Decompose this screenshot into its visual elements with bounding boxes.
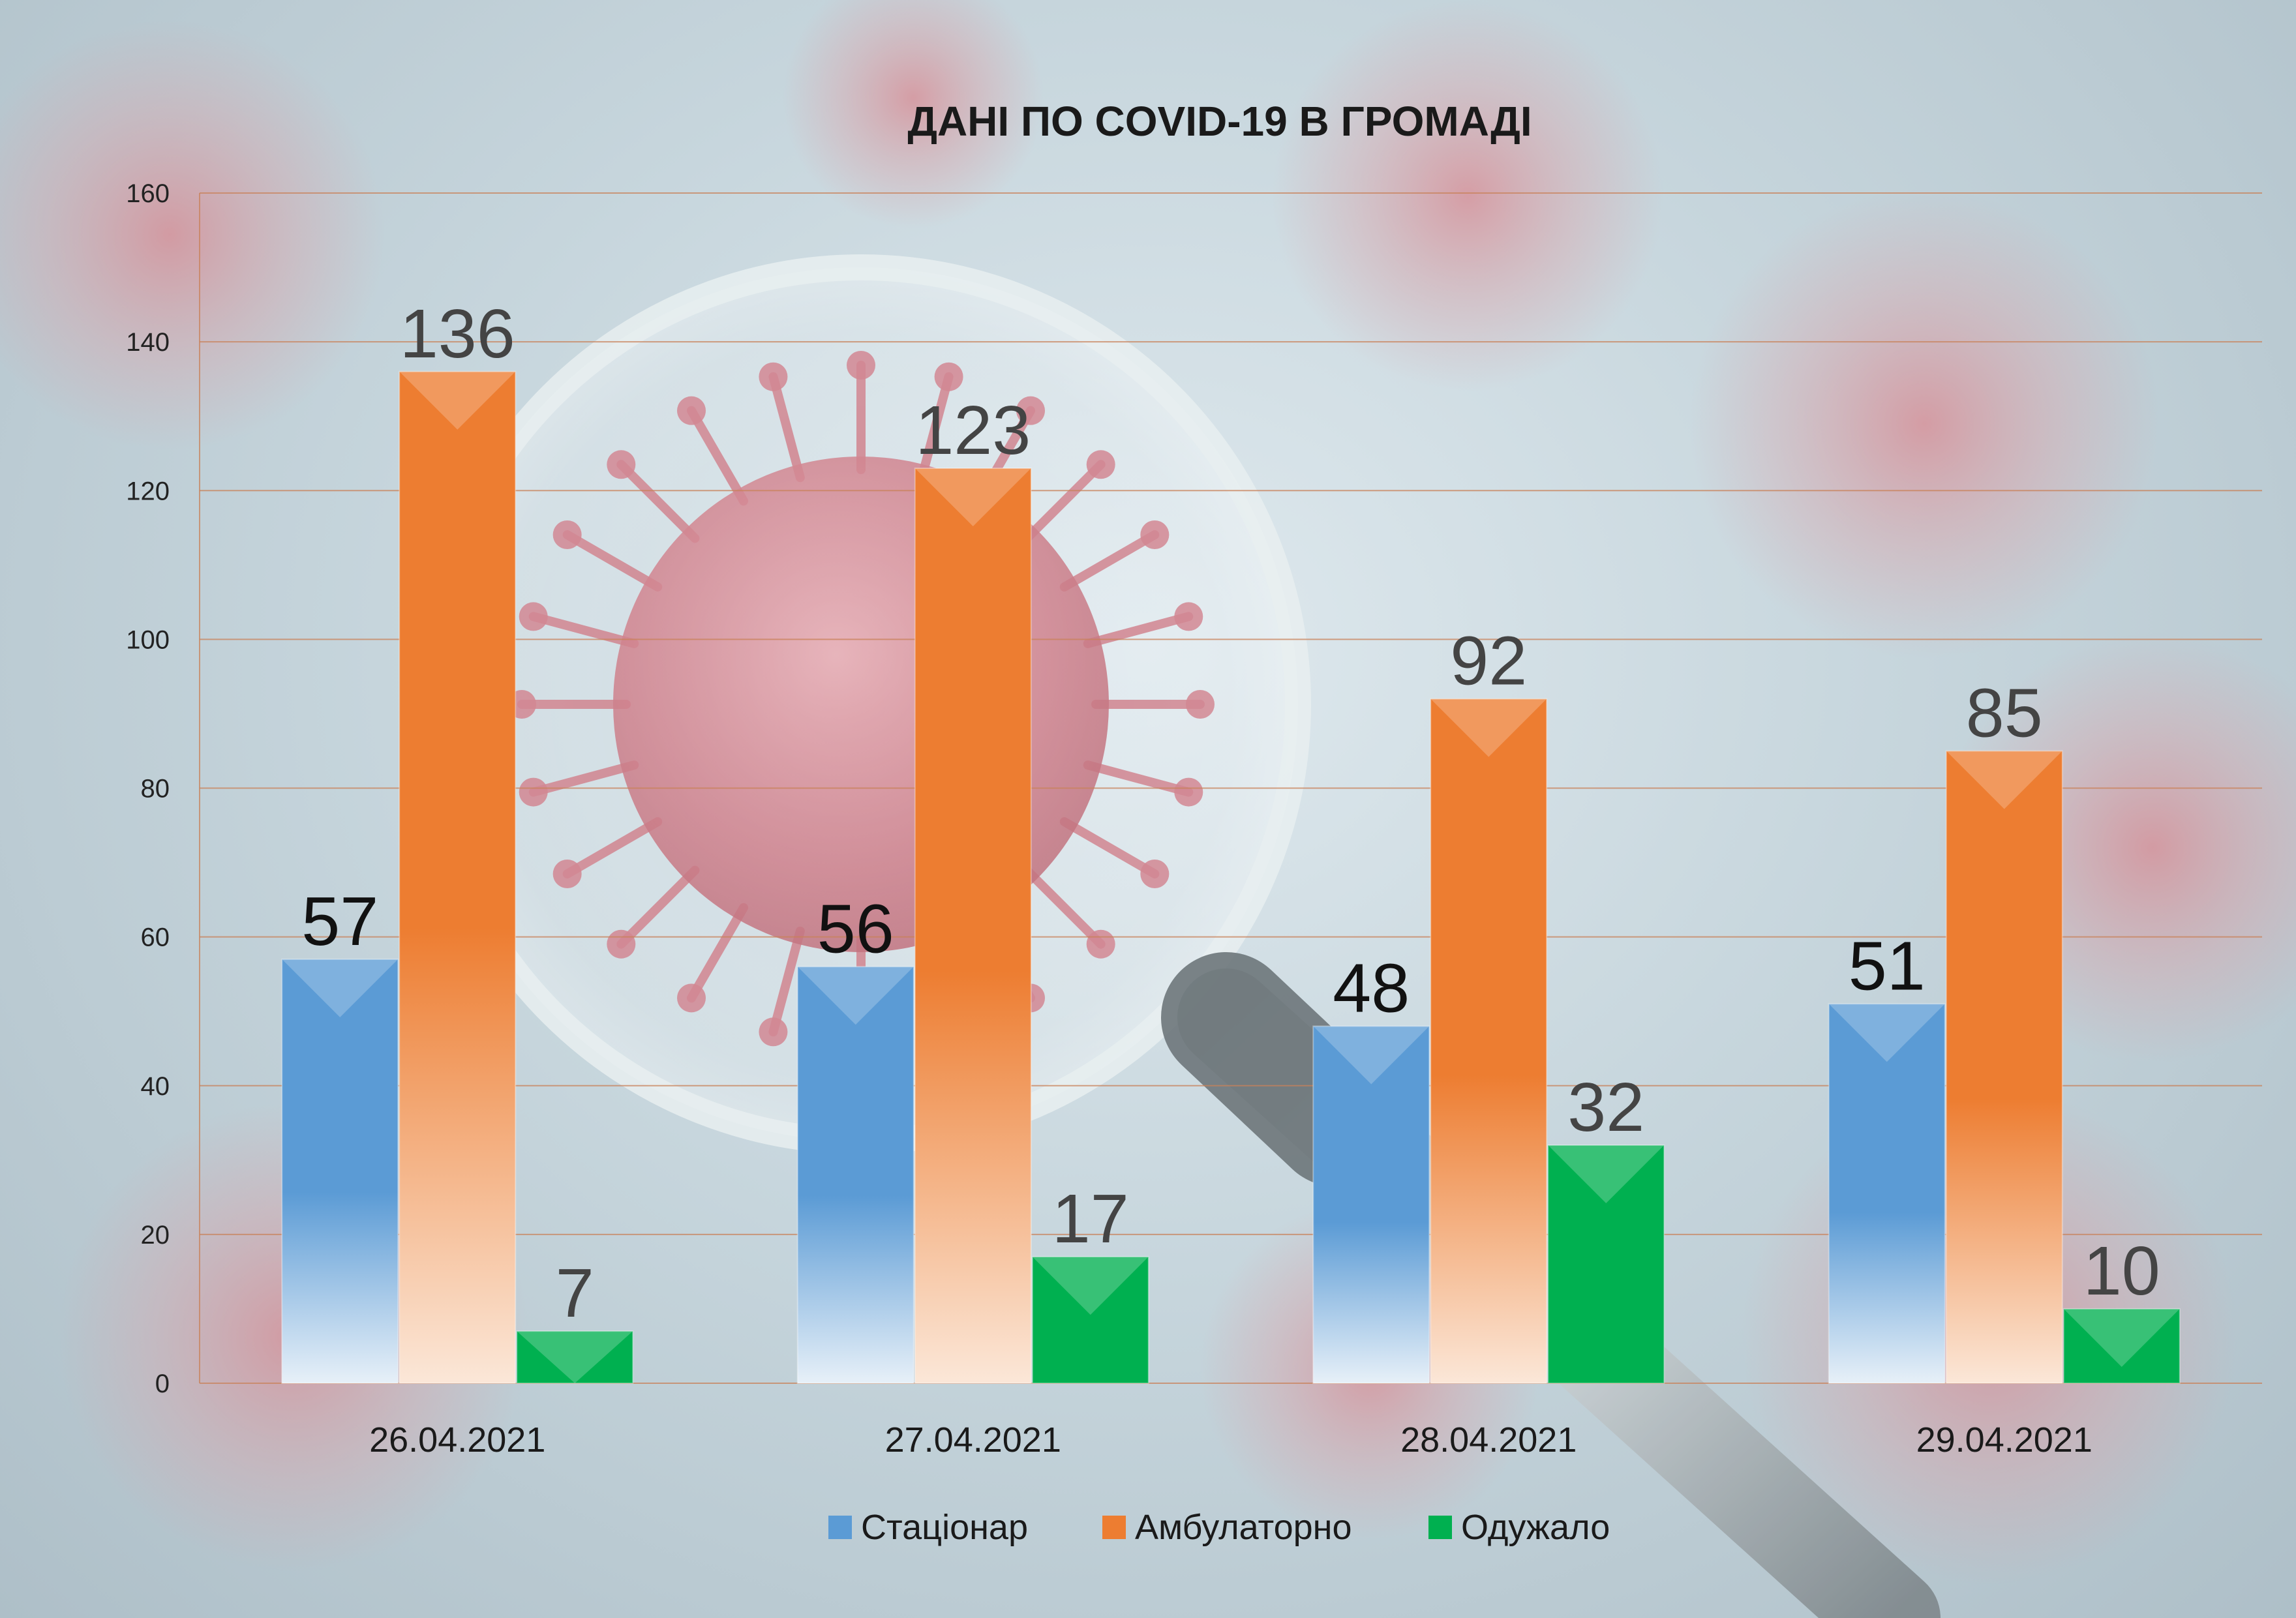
bar bbox=[281, 958, 399, 1384]
bar bbox=[1945, 750, 2063, 1384]
data-label: 48 bbox=[1333, 950, 1410, 1027]
bar-bevel bbox=[1032, 1257, 1149, 1315]
data-label: 85 bbox=[1966, 674, 2043, 751]
data-label: 10 bbox=[2083, 1233, 2160, 1310]
x-axis-categories: 26.04.2021 27.04.2021 28.04.2021 29.04.2021 bbox=[369, 1420, 2092, 1460]
x-tick-label: 27.04.2021 bbox=[885, 1420, 1061, 1460]
chart-title: ДАНІ ПО COVID-19 В ГРОМАДІ bbox=[907, 98, 1532, 145]
bar bbox=[2062, 1308, 2181, 1384]
x-tick-label: 29.04.2021 bbox=[1916, 1420, 2092, 1460]
bar-bevel bbox=[1946, 751, 2062, 809]
data-label: 51 bbox=[1849, 927, 1926, 1004]
bar-bevel bbox=[1430, 698, 1547, 757]
y-tick-label: 60 bbox=[141, 923, 170, 952]
bar-bevel bbox=[2063, 1308, 2180, 1367]
y-tick-label: 20 bbox=[141, 1221, 170, 1250]
bar bbox=[399, 370, 517, 1384]
bar bbox=[796, 966, 914, 1384]
bar-bevel bbox=[914, 468, 1031, 527]
bars bbox=[281, 370, 2181, 1384]
data-labels: 57 136 7 56 123 17 48 92 32 51 85 10 bbox=[301, 295, 2160, 1332]
bar-bevel bbox=[797, 966, 914, 1025]
legend-swatch bbox=[1428, 1516, 1452, 1539]
x-tick-label: 26.04.2021 bbox=[369, 1420, 545, 1460]
y-tick-label: 40 bbox=[141, 1072, 170, 1101]
y-tick-label: 100 bbox=[126, 625, 170, 654]
legend-label: Стаціонар bbox=[861, 1508, 1028, 1547]
legend-label: Одужало bbox=[1461, 1508, 1610, 1547]
data-label: 136 bbox=[400, 295, 515, 372]
data-label: 57 bbox=[301, 883, 378, 960]
x-tick-label: 28.04.2021 bbox=[1400, 1420, 1577, 1460]
bar bbox=[1312, 1025, 1430, 1384]
bar-bevel bbox=[1828, 1004, 1945, 1062]
legend-swatch bbox=[1102, 1516, 1126, 1539]
bar-bevel bbox=[517, 1331, 633, 1383]
data-label: 92 bbox=[1450, 623, 1527, 700]
legend: Стаціонар Амбулаторно Одужало bbox=[828, 1508, 1610, 1547]
y-axis-ticks: 0 20 40 60 80 100 120 140 160 bbox=[126, 179, 170, 1398]
y-tick-label: 80 bbox=[141, 775, 170, 803]
bar-bevel bbox=[1548, 1145, 1665, 1203]
data-label: 17 bbox=[1052, 1180, 1129, 1257]
data-label: 56 bbox=[817, 890, 894, 967]
bar bbox=[1547, 1145, 1665, 1384]
y-tick-label: 120 bbox=[126, 477, 170, 505]
bar bbox=[914, 468, 1032, 1384]
data-label: 123 bbox=[915, 392, 1031, 469]
bar-bevel bbox=[1313, 1026, 1430, 1085]
legend-label: Амбулаторно bbox=[1135, 1508, 1352, 1547]
legend-swatch bbox=[828, 1516, 852, 1539]
bar bbox=[1031, 1256, 1149, 1384]
bar bbox=[1828, 1003, 1946, 1384]
y-tick-label: 0 bbox=[155, 1370, 170, 1398]
bar bbox=[516, 1330, 634, 1384]
y-tick-label: 160 bbox=[126, 179, 170, 208]
data-label: 7 bbox=[556, 1255, 594, 1332]
y-tick-label: 140 bbox=[126, 328, 170, 357]
bar-bevel bbox=[399, 371, 516, 430]
bar-bevel bbox=[282, 959, 399, 1017]
bar bbox=[1430, 698, 1548, 1384]
data-label: 32 bbox=[1567, 1069, 1644, 1146]
